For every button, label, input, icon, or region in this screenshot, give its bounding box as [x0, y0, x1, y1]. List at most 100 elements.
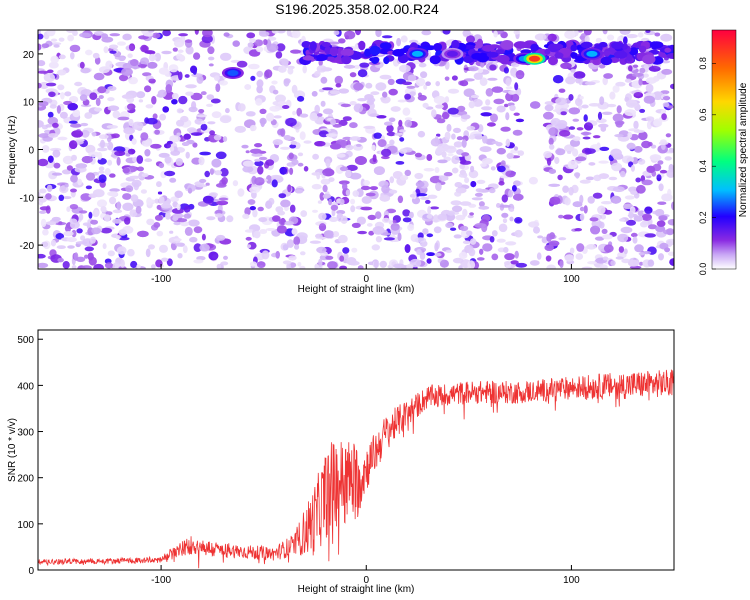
heatmap-cell	[333, 30, 340, 36]
heatmap-cell	[560, 62, 572, 69]
heatmap-cell	[489, 236, 495, 243]
heatmap-cell	[127, 103, 136, 111]
heatmap-cell	[85, 49, 93, 56]
heatmap-cell	[79, 94, 88, 102]
heatmap-cell	[356, 216, 366, 225]
heatmap-band-cell	[495, 49, 505, 55]
heatmap-cell	[371, 244, 380, 251]
heatmap-cell	[462, 30, 471, 37]
heatmap-cell	[462, 208, 468, 217]
heatmap-cell	[659, 169, 668, 174]
heatmap-cell	[165, 211, 171, 220]
heatmap-cell	[626, 219, 636, 226]
heatmap-cell	[615, 256, 624, 260]
heatmap-cell	[112, 262, 121, 269]
heatmap-band-cell	[554, 52, 564, 59]
heatmap-cell	[450, 200, 462, 206]
heatmap-cell	[418, 62, 427, 68]
heatmap-cell	[537, 235, 544, 239]
heatmap-cell	[626, 99, 638, 108]
heatmap-cell	[94, 56, 101, 65]
heatmap-cell	[334, 75, 343, 85]
heatmap-cell	[570, 68, 576, 73]
snr-y-tick-label: 200	[17, 474, 34, 485]
heatmap-cell	[244, 84, 252, 90]
heatmap-cell	[642, 73, 649, 78]
heatmap-cell	[90, 219, 98, 225]
heatmap-cell	[69, 44, 81, 53]
heatmap-cell	[466, 230, 473, 236]
heatmap-cell	[451, 75, 458, 81]
heatmap-cell	[423, 84, 428, 90]
heatmap-cell	[84, 254, 89, 259]
heatmap-cell	[468, 134, 476, 140]
heatmap-cell	[460, 156, 467, 165]
heatmap-cell	[99, 134, 109, 139]
heatmap-cell	[299, 113, 309, 118]
heatmap-cell	[498, 223, 508, 233]
heatmap-cell	[426, 233, 434, 238]
heatmap-cell	[275, 51, 283, 59]
heatmap-cell	[493, 30, 498, 38]
heatmap-cell	[515, 262, 528, 268]
heatmap-cell	[94, 107, 102, 112]
heatmap-cell	[601, 228, 608, 234]
heatmap-cell	[38, 120, 44, 128]
heatmap-cell	[467, 260, 476, 269]
snr-y-ticks: 0 100 200 300 400 500	[17, 335, 43, 577]
heatmap-cell	[339, 166, 349, 172]
heatmap-cell	[346, 164, 358, 171]
heatmap-cell	[437, 159, 448, 164]
heatmap-cell	[135, 206, 142, 214]
heatmap-cell	[555, 123, 567, 130]
heatmap-cell	[599, 64, 606, 69]
heatmap-cell	[202, 195, 214, 204]
heatmap-cell	[66, 165, 73, 171]
heatmap-cell	[598, 123, 609, 128]
heatmap-cell	[85, 172, 96, 181]
heatmap-cell	[109, 33, 121, 37]
heatmap-cell	[340, 215, 348, 224]
heatmap-cell	[451, 155, 460, 165]
heatmap-cell	[352, 190, 360, 197]
heatmap-cell	[479, 248, 484, 255]
heatmap-band-cell	[570, 52, 578, 58]
heatmap-cell	[180, 221, 190, 227]
figure-title: S196.2025.358.02.00.R24	[275, 1, 439, 17]
heatmap-cell	[156, 230, 164, 237]
heatmap-cell	[176, 53, 183, 60]
heatmap-cell	[317, 200, 322, 204]
heatmap-cell	[173, 39, 185, 48]
heatmap-cell	[48, 133, 59, 138]
heatmap-cell	[107, 86, 117, 91]
heatmap-cell	[626, 34, 638, 39]
heatmap-cell	[152, 113, 158, 120]
heatmap-cell	[157, 191, 163, 195]
heatmap-cell	[543, 111, 554, 120]
heatmap-cell	[130, 59, 139, 67]
heatmap-cell	[196, 114, 208, 118]
heatmap-cell	[294, 244, 300, 250]
heatmap-cell	[194, 30, 199, 35]
heatmap-cell	[196, 75, 204, 84]
heatmap-cell	[278, 193, 287, 199]
heatmap-cell	[592, 192, 603, 199]
heatmap-cell	[260, 118, 266, 128]
heatmap-cell	[256, 85, 263, 94]
heatmap-cell	[251, 153, 263, 157]
heatmap-cell	[505, 86, 513, 90]
heatmap-cell	[414, 237, 427, 243]
heatmap-cell	[463, 78, 475, 82]
heatmap-cell	[555, 97, 567, 106]
heatmap-cell	[185, 45, 194, 55]
heatmap-cell	[170, 196, 180, 203]
heatmap-cell	[548, 168, 556, 174]
heatmap-cell	[284, 221, 295, 226]
heatmap-cell	[66, 206, 71, 212]
heatmap-cell	[47, 111, 54, 118]
heatmap-cell	[178, 71, 183, 81]
heatmap-cell	[574, 172, 581, 178]
heatmap-cell	[145, 117, 158, 125]
heatmap-cell	[397, 99, 407, 103]
heatmap-cell	[136, 264, 141, 269]
